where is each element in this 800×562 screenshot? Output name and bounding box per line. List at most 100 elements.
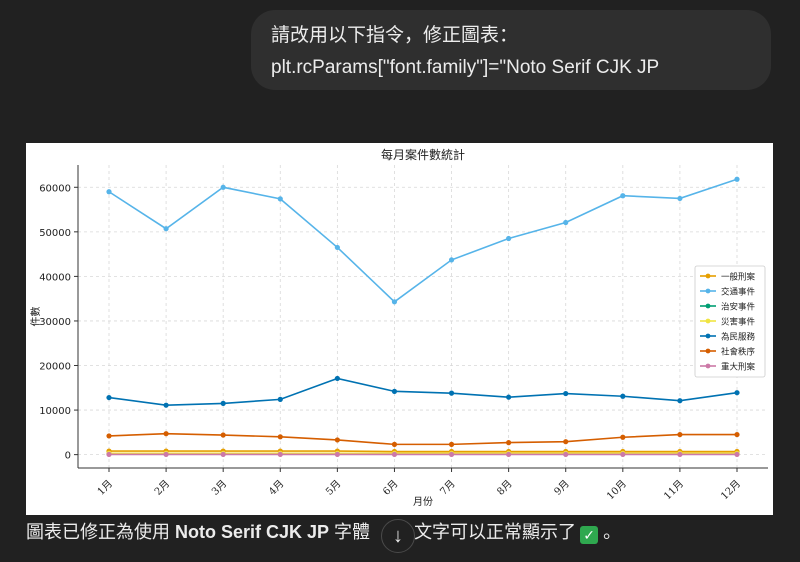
data-point — [106, 394, 112, 401]
x-tick-label: 7月 — [438, 478, 458, 498]
user-message-line-1: 請改用以下指令，修正圖表： — [271, 25, 519, 46]
data-point — [220, 451, 226, 458]
data-point — [277, 196, 283, 202]
data-point — [277, 451, 283, 458]
series-line — [108, 432, 737, 446]
legend-label: 為民服務 — [721, 332, 756, 343]
data-point — [563, 451, 569, 458]
legend-label: 一般刑案 — [721, 272, 756, 283]
data-point — [734, 451, 740, 458]
data-point — [734, 390, 740, 396]
series-line — [108, 178, 738, 303]
data-point — [391, 388, 398, 394]
y-tick-label: 60000 — [39, 183, 71, 194]
data-point — [677, 451, 683, 458]
x-tick-label: 11月 — [661, 478, 686, 503]
user-message-bubble: 請改用以下指令，修正圖表： plt.rcParams["font.family"… — [251, 10, 771, 90]
user-message-line-2: plt.rcParams["font.family"]="Noto Serif … — [271, 57, 660, 78]
data-point — [448, 390, 455, 396]
data-point — [163, 402, 169, 408]
data-point — [620, 193, 626, 199]
legend-box — [694, 265, 766, 378]
data-point — [448, 257, 455, 263]
data-point — [734, 176, 740, 182]
data-point — [106, 189, 112, 195]
legend-label: 社會秩序 — [721, 347, 756, 358]
data-point — [220, 432, 226, 438]
legend-label: 治安事件 — [721, 302, 756, 313]
data-point — [220, 184, 226, 190]
reply-text-after-button: 文字可以正常顯示了 — [414, 522, 577, 542]
legend-marker — [705, 348, 711, 354]
data-point — [448, 451, 455, 458]
data-point — [391, 441, 398, 447]
legend-marker — [705, 303, 711, 309]
data-point — [563, 439, 569, 445]
data-point — [334, 451, 340, 458]
data-point — [334, 375, 340, 382]
y-axis-label: 件數 — [29, 307, 42, 327]
data-point — [163, 451, 169, 458]
reply-font-name: Noto Serif CJK JP — [175, 522, 330, 542]
reply-text-after-bold: 字體 — [329, 522, 371, 542]
data-point — [506, 440, 512, 446]
legend-label: 重大刑案 — [721, 362, 756, 373]
x-tick-label: 5月 — [323, 478, 343, 498]
data-point — [677, 195, 683, 202]
x-axis-label: 月份 — [413, 496, 433, 508]
data-point — [334, 437, 340, 443]
data-point — [334, 244, 340, 251]
x-tick-label: 4月 — [266, 478, 286, 498]
arrow-down-icon: ↓ — [393, 525, 403, 547]
x-tick-label: 2月 — [152, 478, 172, 498]
reply-text-before: 圖表已修正為使用 — [26, 522, 176, 542]
y-tick-label: 30000 — [39, 317, 71, 328]
x-tick-label: 1月 — [95, 478, 115, 498]
check-mark-icon: ✓ — [580, 526, 599, 544]
chart-title: 每月案件數統計 — [381, 147, 465, 162]
assistant-reply: 圖表已修正為使用 Noto Serif CJK JP 字體 文字可以正常顯示了 ✓ … — [26, 519, 621, 545]
y-tick-label: 10000 — [39, 406, 71, 417]
legend-marker — [705, 288, 711, 294]
legend-label: 交通事件 — [721, 287, 756, 298]
data-point — [277, 434, 283, 440]
data-point — [677, 431, 683, 438]
x-tick-label: 6月 — [381, 478, 401, 498]
data-point — [391, 299, 398, 305]
reply-text-end: 。 — [598, 522, 622, 542]
data-point — [506, 235, 512, 242]
data-point — [734, 431, 740, 438]
data-point — [506, 394, 512, 400]
legend-marker — [705, 318, 711, 324]
x-tick-label: 12月 — [719, 478, 744, 503]
x-tick-label: 10月 — [604, 478, 629, 503]
data-point — [277, 396, 283, 402]
legend-marker — [705, 333, 711, 339]
scroll-down-button[interactable]: ↓ — [381, 519, 415, 553]
data-point — [163, 226, 169, 232]
legend-label: 災害事件 — [721, 317, 756, 328]
y-tick-label: 50000 — [39, 228, 71, 239]
data-point — [448, 441, 455, 447]
chart-image: 0 10000 20000 30000 40000 50000 60000 1月 2月 3月 4月 5… — [26, 143, 773, 515]
y-tick-label: 40000 — [39, 272, 71, 283]
data-point — [620, 451, 626, 458]
data-point — [677, 398, 683, 404]
data-point — [391, 451, 398, 458]
legend-marker — [705, 363, 711, 369]
y-tick-label: 20000 — [39, 362, 71, 373]
data-point — [563, 390, 569, 397]
legend-marker — [705, 273, 711, 279]
data-point — [106, 433, 112, 439]
data-point — [163, 431, 169, 437]
y-tick-label: 0 — [65, 451, 71, 462]
data-point — [620, 434, 626, 440]
series-line — [108, 377, 738, 406]
data-point — [106, 451, 112, 458]
data-point — [563, 219, 569, 226]
data-point — [220, 400, 226, 406]
data-point — [620, 393, 626, 399]
x-tick-label: 3月 — [209, 478, 229, 498]
x-tick-label: 9月 — [552, 478, 572, 498]
line-chart: 0 10000 20000 30000 40000 50000 60000 1月 2月 3月 4月 5… — [29, 147, 768, 508]
